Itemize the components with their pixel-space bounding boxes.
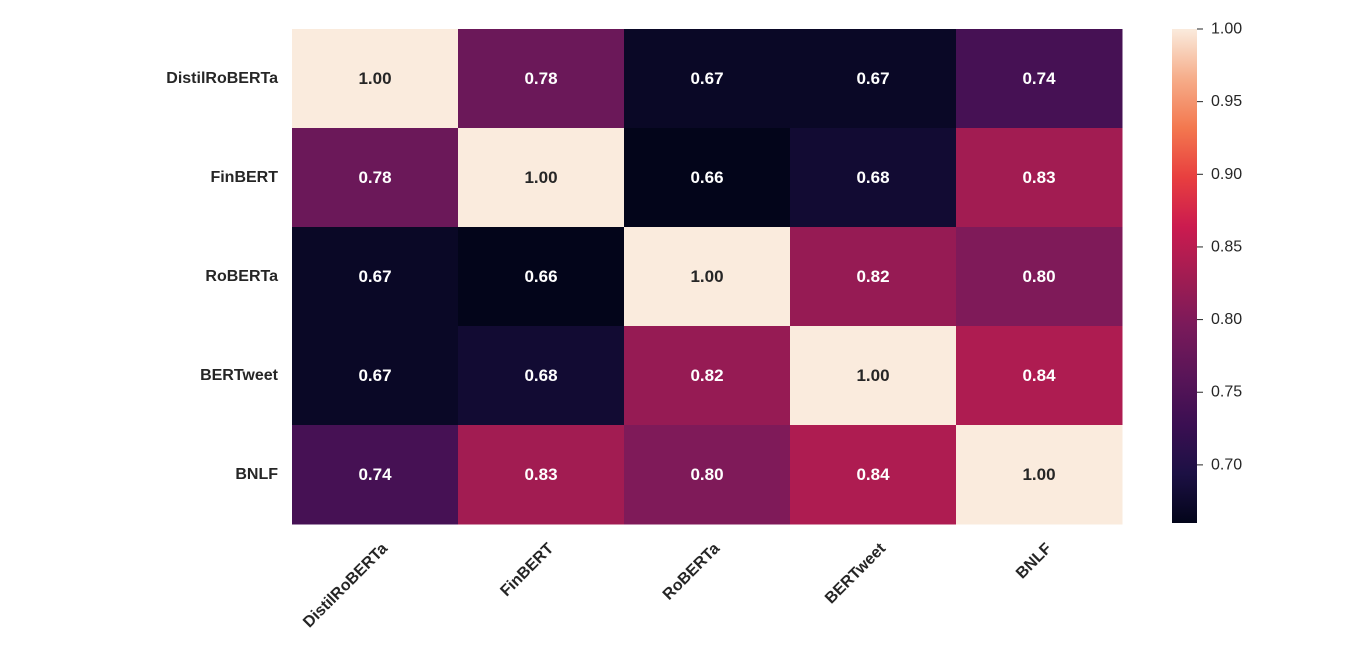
colorbar-tick-label: 0.90 <box>1211 166 1242 183</box>
colorbar-tick-label: 0.85 <box>1211 238 1242 255</box>
cell-value-label: 0.78 <box>524 69 557 88</box>
cell-value-label: 0.78 <box>358 168 391 187</box>
cell-value-label: 0.84 <box>1022 366 1056 385</box>
cell-value-label: 1.00 <box>358 69 391 88</box>
heatmap-cell <box>956 326 1123 426</box>
colorbar-ticks: 1.00 0.95 0.90 0.85 0.80 0.75 0.70 <box>1197 21 1242 473</box>
cell-value-label: 0.82 <box>690 366 723 385</box>
cell-value-label: 0.74 <box>1022 69 1056 88</box>
cell-value-label: 0.68 <box>856 168 889 187</box>
colorbar-tick-label: 0.75 <box>1211 384 1242 401</box>
heatmap-cells: 1.00 0.78 0.67 0.67 0.74 0.78 1.00 0.66 0.68 0.83… <box>292 29 1123 525</box>
cell-value-label: 0.66 <box>690 168 723 187</box>
row-tick-label: RoBERTa <box>205 268 278 285</box>
row-tick-label: BNLF <box>235 466 278 483</box>
heatmap-cell <box>790 425 957 525</box>
heatmap-cell <box>458 326 625 426</box>
cell-value-label: 0.80 <box>1022 267 1055 286</box>
column-tick-label: BNLF <box>1013 540 1055 582</box>
heatmap-cell <box>292 227 459 327</box>
heatmap-cell <box>790 326 957 426</box>
heatmap-cell <box>624 227 791 327</box>
row-tick-label: DistilRoBERTa <box>166 70 278 87</box>
heatmap-cell <box>292 128 459 228</box>
heatmap-cell <box>956 425 1123 525</box>
heatmap-cell <box>624 326 791 426</box>
heatmap-cell <box>624 29 791 129</box>
heatmap-cell <box>292 29 459 129</box>
heatmap-cell <box>956 227 1123 327</box>
cell-value-label: 1.00 <box>524 168 557 187</box>
cell-value-label: 0.82 <box>856 267 889 286</box>
colorbar-tick-label: 1.00 <box>1211 21 1242 38</box>
heatmap-cell <box>956 29 1123 129</box>
heatmap-cell <box>292 425 459 525</box>
cell-value-label: 0.83 <box>524 465 557 484</box>
cell-value-label: 1.00 <box>856 366 889 385</box>
cell-value-label: 1.00 <box>690 267 723 286</box>
heatmap-cell <box>624 425 791 525</box>
column-tick-label: FinBERT <box>497 540 557 600</box>
heatmap-cell <box>790 29 957 129</box>
cell-value-label: 0.67 <box>358 366 391 385</box>
column-labels: DistilRoBERTa FinBERT RoBERTa BERTweet BNLF <box>300 540 1055 631</box>
row-tick-label: BERTweet <box>200 367 279 384</box>
colorbar: 1.00 0.95 0.90 0.85 0.80 0.75 0.70 <box>1172 21 1242 523</box>
cell-value-label: 0.66 <box>524 267 557 286</box>
row-tick-label: FinBERT <box>210 169 278 186</box>
heatmap-cell <box>790 128 957 228</box>
heatmap-cell <box>458 425 625 525</box>
row-labels: DistilRoBERTa FinBERT RoBERTa BERTweet BNLF <box>166 70 278 483</box>
colorbar-tick-label: 0.95 <box>1211 93 1242 110</box>
cell-value-label: 0.74 <box>358 465 392 484</box>
heatmap-cell <box>624 128 791 228</box>
cell-value-label: 0.68 <box>524 366 557 385</box>
cell-value-label: 0.67 <box>690 69 723 88</box>
heatmap-cell <box>458 227 625 327</box>
colorbar-tick-label: 0.70 <box>1211 456 1242 473</box>
heatmap-cell <box>292 326 459 426</box>
column-tick-label: RoBERTa <box>660 540 723 603</box>
heatmap-cell <box>458 29 625 129</box>
heatmap-cell <box>790 227 957 327</box>
column-tick-label: DistilRoBERTa <box>300 540 391 631</box>
cell-value-label: 1.00 <box>1022 465 1055 484</box>
colorbar-tick-label: 0.80 <box>1211 311 1242 328</box>
cell-value-label: 0.84 <box>856 465 890 484</box>
cell-value-label: 0.67 <box>358 267 391 286</box>
heatmap-cell <box>458 128 625 228</box>
column-tick-label: BERTweet <box>822 540 890 608</box>
colorbar-gradient <box>1172 29 1197 523</box>
cell-value-label: 0.83 <box>1022 168 1055 187</box>
heatmap-cell <box>956 128 1123 228</box>
cell-value-label: 0.80 <box>690 465 723 484</box>
cell-value-label: 0.67 <box>856 69 889 88</box>
